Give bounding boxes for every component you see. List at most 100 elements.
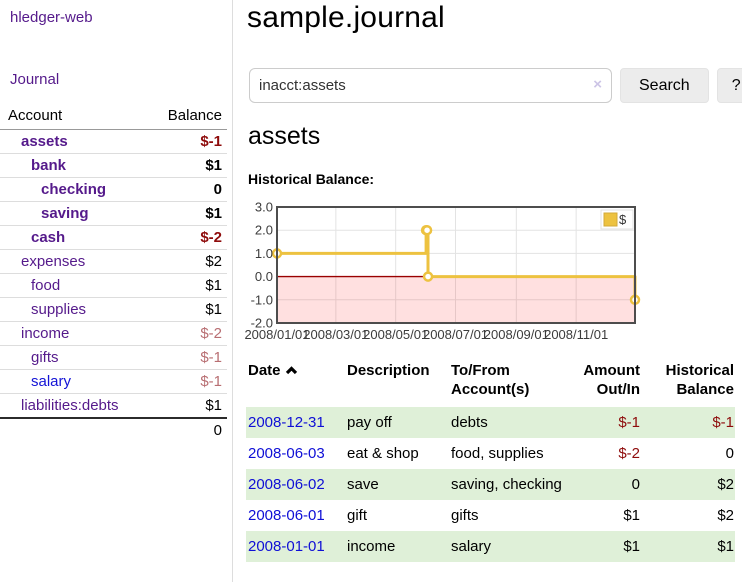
nav-journal-link[interactable]: Journal xyxy=(10,71,60,88)
transaction-date-link[interactable]: 2008-12-31 xyxy=(248,414,325,431)
accounts-column-header: Account xyxy=(0,104,147,130)
transaction-balance: $-1 xyxy=(641,407,735,438)
account-link-salary[interactable]: salary xyxy=(31,373,72,390)
account-balance: $2 xyxy=(146,249,227,274)
account-row: food $1 xyxy=(0,273,227,298)
account-link-supplies[interactable]: supplies xyxy=(31,301,87,318)
svg-text:2008/01/01: 2008/01/01 xyxy=(244,327,309,342)
account-balance: $1 xyxy=(146,393,227,418)
account-balance: $-1 xyxy=(200,133,222,150)
transaction-description: income xyxy=(345,531,449,562)
chart-title-label: Historical Balance: xyxy=(248,171,375,187)
svg-text:2.0: 2.0 xyxy=(255,223,273,238)
register-header-amount: Amount Out/In xyxy=(583,362,640,398)
account-row: liabilities:debts $1 xyxy=(0,393,227,418)
account-link-food[interactable]: food xyxy=(31,277,61,294)
page-title: sample.journal xyxy=(247,1,445,34)
account-balance: $-1 xyxy=(146,369,227,394)
account-balance: 0 xyxy=(146,177,227,202)
register-row: 2008-06-03 eat & shop food, supplies $-2… xyxy=(246,438,735,469)
account-row: checking 0 xyxy=(0,177,227,202)
account-balance: $-1 xyxy=(146,345,227,370)
transaction-amount: $1 xyxy=(623,507,640,524)
search-input[interactable] xyxy=(249,68,612,103)
account-row: saving $1 xyxy=(0,201,227,226)
transaction-date-link[interactable]: 2008-06-03 xyxy=(248,445,325,462)
transaction-accounts: food, supplies xyxy=(451,445,544,462)
svg-text:2008/05/01: 2008/05/01 xyxy=(363,327,428,342)
account-link-bank[interactable]: bank xyxy=(31,157,67,174)
register-header-description: Description xyxy=(347,362,430,379)
account-heading: assets xyxy=(248,122,321,150)
account-row: expenses $2 xyxy=(0,249,227,274)
account-row: cash $-2 xyxy=(0,225,227,250)
transaction-accounts: salary xyxy=(449,531,580,562)
register-row: 2008-12-31 pay off debts $-1 $-1 xyxy=(246,407,735,438)
transaction-balance: 0 xyxy=(725,445,734,462)
register-header-accounts: To/From Account(s) xyxy=(451,362,530,398)
account-link-cash[interactable]: cash xyxy=(31,229,66,246)
register-row: 2008-01-01 income salary $1 $1 xyxy=(246,531,735,562)
svg-text:3.0: 3.0 xyxy=(255,200,273,215)
account-link-expenses[interactable]: expenses xyxy=(21,253,86,270)
historical-balance-chart[interactable]: $3.0 2.0 1.0 0.0 -1.0 -2.02008/01/012008/03/0… xyxy=(240,199,702,351)
sort-ascending-icon xyxy=(285,361,298,380)
svg-text:2008/03/01: 2008/03/01 xyxy=(303,327,368,342)
account-link-income[interactable]: income xyxy=(21,325,70,342)
help-button[interactable]: ? xyxy=(716,68,742,103)
transaction-description: pay off xyxy=(345,407,449,438)
sidebar: hledger-web Journal Account Balance asse… xyxy=(0,0,233,582)
search-button[interactable]: Search xyxy=(620,68,709,103)
account-link-assets[interactable]: assets xyxy=(21,133,68,150)
account-row: gifts $-1 xyxy=(0,345,227,370)
account-balance: $1 xyxy=(146,201,227,226)
register-row: 2008-06-02 save saving, checking 0 $2 xyxy=(246,469,735,500)
account-row: bank $1 xyxy=(0,153,227,178)
transaction-balance: $1 xyxy=(641,531,735,562)
transaction-accounts: debts xyxy=(449,407,580,438)
accounts-total-row: 0 xyxy=(0,417,227,442)
account-row: supplies $1 xyxy=(0,297,227,322)
register-header-date[interactable]: Date xyxy=(246,359,345,407)
transaction-balance: $2 xyxy=(641,469,735,500)
transaction-amount: $-2 xyxy=(618,445,640,462)
svg-text:2008/11/01: 2008/11/01 xyxy=(544,327,608,342)
transaction-amount: $-1 xyxy=(580,407,641,438)
register-row: 2008-06-01 gift gifts $1 $2 xyxy=(246,500,735,531)
clear-search-icon[interactable]: × xyxy=(593,76,602,93)
account-balance: $1 xyxy=(146,153,227,178)
transaction-description: save xyxy=(345,469,449,500)
account-balance: $1 xyxy=(146,273,227,298)
register-table: Date Description To/From Account(s) Amou… xyxy=(246,359,735,562)
svg-text:2008/07/01: 2008/07/01 xyxy=(423,327,488,342)
account-link-saving[interactable]: saving xyxy=(41,205,89,222)
register-header-balance: Historical Balance xyxy=(665,362,734,398)
account-link-gifts[interactable]: gifts xyxy=(31,349,59,366)
svg-text:$: $ xyxy=(619,212,627,227)
svg-text:2008/09/01: 2008/09/01 xyxy=(484,327,549,342)
transaction-date-link[interactable]: 2008-01-01 xyxy=(248,538,325,555)
account-row: income $-2 xyxy=(0,321,227,346)
balance-column-header: Balance xyxy=(146,104,227,130)
transaction-accounts: gifts xyxy=(451,507,479,524)
svg-text:0.0: 0.0 xyxy=(255,269,273,284)
account-row: assets $-1 xyxy=(0,130,227,154)
transaction-description: eat & shop xyxy=(347,445,419,462)
svg-text:-1.0: -1.0 xyxy=(251,292,273,307)
account-balance: $-2 xyxy=(146,321,227,346)
account-link-liabilities-debts[interactable]: liabilities:debts xyxy=(21,397,119,414)
transaction-amount: $1 xyxy=(580,531,641,562)
transaction-balance: $2 xyxy=(717,507,734,524)
transaction-description: gift xyxy=(347,507,368,524)
account-link-checking[interactable]: checking xyxy=(41,181,107,198)
account-row: salary $-1 xyxy=(0,369,227,394)
svg-text:1.0: 1.0 xyxy=(255,246,273,261)
search-bar: × Search ? xyxy=(249,68,742,103)
account-balance: $-2 xyxy=(146,225,227,250)
transaction-date-link[interactable]: 2008-06-01 xyxy=(248,507,325,524)
accounts-table: Account Balance assets $-1 bank $1 checkin… xyxy=(0,104,227,442)
svg-text:-2.0: -2.0 xyxy=(251,316,273,331)
transaction-date-link[interactable]: 2008-06-02 xyxy=(248,476,325,493)
brand-link[interactable]: hledger-web xyxy=(10,9,93,26)
transaction-amount: 0 xyxy=(580,469,641,500)
